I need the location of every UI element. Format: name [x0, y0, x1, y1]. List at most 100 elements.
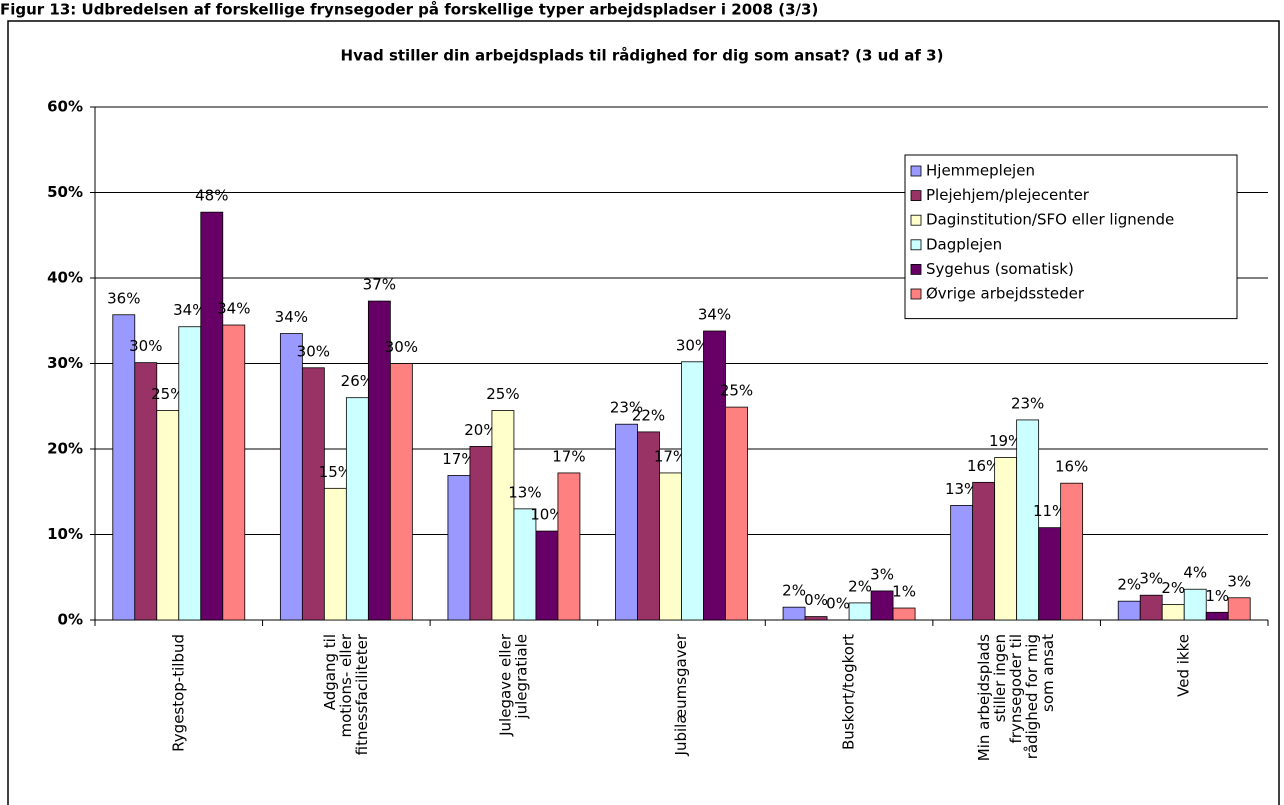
bar — [323, 487, 347, 621]
bar — [535, 530, 559, 621]
x-tick-label: Jubilæumsgaver — [672, 633, 690, 756]
bar — [972, 481, 996, 621]
chart-title: Hvad stiller din arbejdsplads til rådigh… — [341, 47, 944, 65]
y-tick-label: 60% — [47, 98, 83, 116]
legend-swatch — [910, 214, 922, 226]
bar — [681, 361, 704, 621]
bar — [1205, 611, 1229, 621]
bar — [994, 457, 1018, 621]
x-tick-label-line: stiller ingen — [991, 634, 1009, 722]
data-label: 48% — [195, 187, 228, 205]
data-label: 25% — [151, 385, 184, 403]
x-tick-label-line: julegratiale — [512, 634, 530, 720]
bar — [725, 406, 748, 621]
legend-label: Sygehus (somatisk) — [926, 260, 1074, 278]
data-label: 37% — [363, 276, 396, 294]
legend-label: Hjemmeplejen — [926, 162, 1035, 180]
bar — [1038, 527, 1062, 621]
data-label: 13% — [945, 480, 978, 498]
bar — [659, 472, 682, 621]
y-tick-label: 30% — [47, 354, 83, 372]
x-tick-label-line: motions- eller — [337, 633, 355, 737]
x-tick-label-line: som ansat — [1039, 634, 1057, 712]
legend-label: Dagplejen — [926, 235, 1002, 253]
x-tick-label: Min arbejdspladsstiller ingenfrynsegoder… — [975, 634, 1057, 761]
bar — [557, 472, 581, 621]
x-tick-label-line: Ved ikke — [1175, 634, 1193, 697]
x-tick-label: Ved ikke — [1175, 634, 1193, 697]
data-label: 15% — [319, 463, 352, 481]
bar — [848, 602, 872, 621]
data-label: 0% — [826, 595, 850, 613]
y-tick-label: 50% — [47, 183, 83, 201]
bar — [950, 505, 974, 621]
bar — [1227, 597, 1251, 621]
bar — [301, 367, 325, 621]
bar — [782, 606, 806, 621]
y-tick-label: 40% — [47, 269, 83, 287]
bar — [870, 590, 894, 621]
x-tick-label-line: Julegave eller — [496, 633, 514, 737]
legend-swatch — [910, 263, 922, 275]
data-label: 2% — [782, 582, 806, 600]
legend-label: Øvrige arbejdssteder — [926, 285, 1085, 303]
bar — [469, 446, 493, 621]
data-label: 3% — [1227, 572, 1251, 590]
x-tick-label-line: Rygestop-tilbud — [169, 634, 187, 752]
legend-swatch — [910, 190, 922, 202]
data-label: 4% — [1183, 564, 1207, 582]
data-label: 34% — [275, 308, 308, 326]
data-label: 34% — [698, 306, 731, 324]
bar — [1183, 588, 1207, 621]
y-tick-label: 10% — [47, 525, 83, 543]
bar — [1161, 604, 1185, 621]
data-label: 30% — [385, 338, 418, 356]
legend-swatch — [910, 288, 922, 300]
y-tick-label: 0% — [58, 611, 83, 629]
bar — [345, 397, 369, 621]
data-label: 2% — [848, 577, 872, 595]
bar — [389, 363, 413, 621]
legend-swatch — [910, 239, 922, 251]
legend-box — [904, 154, 1238, 320]
data-label: 23% — [1011, 394, 1044, 412]
bar — [491, 410, 515, 621]
x-tick-label-line: fitnessfaciliteter — [353, 633, 371, 755]
data-label: 16% — [967, 457, 1000, 475]
legend-label: Daginstitution/SFO eller lignende — [926, 211, 1174, 229]
data-label: 30% — [297, 342, 330, 360]
data-label: 19% — [989, 432, 1022, 450]
data-label: 26% — [341, 372, 374, 390]
data-label: 11% — [1033, 502, 1066, 520]
bar — [1060, 482, 1084, 621]
legend-swatch — [910, 165, 922, 177]
data-label: 13% — [508, 483, 541, 501]
data-label: 2% — [1161, 579, 1185, 597]
data-label: 25% — [720, 382, 753, 400]
bar — [703, 330, 726, 621]
data-label: 22% — [632, 406, 665, 424]
bar — [178, 326, 202, 621]
data-label: 30% — [129, 337, 162, 355]
data-label: 23% — [610, 399, 643, 417]
x-tick-label: Adgang tilmotions- ellerfitnessfacilitet… — [321, 633, 371, 755]
x-tick-label-line: Buskort/togkort — [840, 634, 858, 750]
bar — [1016, 419, 1040, 621]
data-label: 17% — [654, 447, 687, 465]
data-label: 3% — [1139, 570, 1163, 588]
x-tick-label-line: frynsegoder til — [1007, 634, 1025, 743]
bar — [222, 324, 246, 621]
bar — [279, 333, 303, 621]
data-label: 34% — [173, 301, 206, 319]
bar — [513, 508, 537, 621]
data-label: 20% — [464, 421, 497, 439]
data-label: 36% — [107, 289, 140, 307]
data-label: 30% — [676, 336, 709, 354]
bar — [1117, 600, 1141, 621]
x-tick-label-line: Adgang til — [321, 634, 339, 710]
data-label: 34% — [217, 300, 250, 318]
data-label: 2% — [1117, 576, 1141, 594]
x-tick-label-line: rådighed for mig — [1023, 634, 1041, 759]
legend-label: Plejehjem/plejecenter — [926, 186, 1090, 204]
